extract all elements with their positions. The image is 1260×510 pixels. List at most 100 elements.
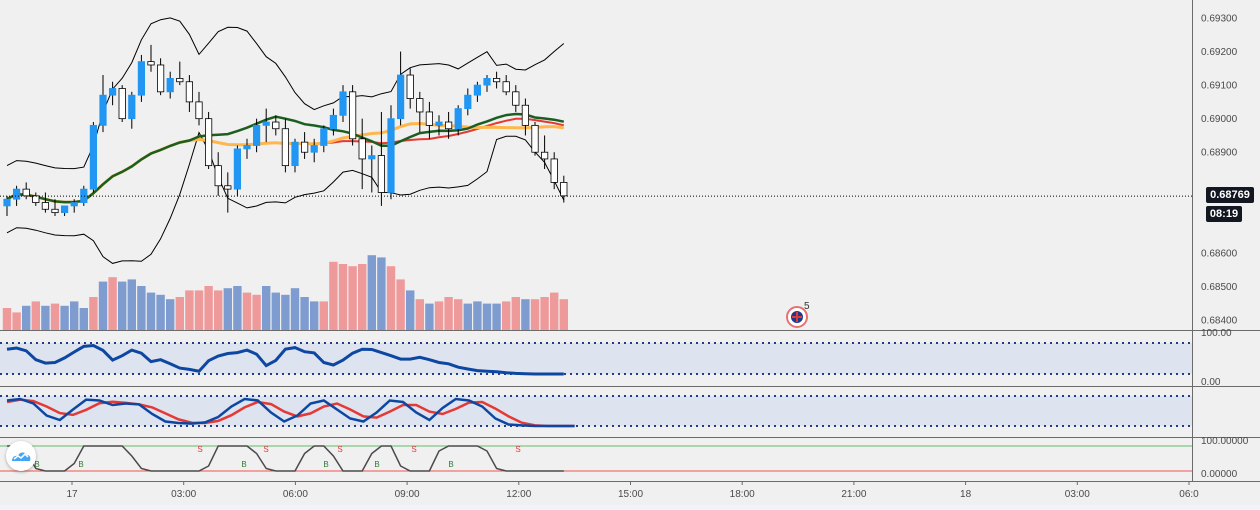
signal-marker: B bbox=[448, 460, 453, 469]
volume-bar bbox=[348, 266, 357, 330]
candle-body[interactable] bbox=[204, 118, 213, 167]
candle-body[interactable] bbox=[166, 78, 174, 93]
candle-body[interactable] bbox=[137, 61, 145, 96]
cloud-chart-icon bbox=[12, 452, 31, 461]
candle-body[interactable] bbox=[3, 198, 11, 207]
candle-body[interactable] bbox=[512, 91, 520, 106]
candle-body[interactable] bbox=[406, 74, 414, 99]
candle-body[interactable] bbox=[252, 124, 261, 146]
candle-body[interactable] bbox=[502, 81, 510, 93]
candle-body[interactable] bbox=[396, 74, 405, 120]
volume-bar bbox=[377, 257, 386, 330]
candle-body[interactable] bbox=[272, 121, 280, 130]
volume-bar bbox=[137, 286, 146, 330]
volume-bar bbox=[108, 277, 117, 330]
time-axis-label: 15:00 bbox=[618, 489, 643, 500]
candle-body[interactable] bbox=[531, 124, 539, 153]
signal-axis-label: 0.00000 bbox=[1201, 469, 1238, 480]
time-axis-label: 06:0 bbox=[1179, 489, 1199, 500]
candle-body[interactable] bbox=[70, 202, 78, 207]
candle-body[interactable] bbox=[89, 124, 97, 190]
volume-bar bbox=[252, 294, 261, 330]
candle-body[interactable] bbox=[454, 108, 462, 130]
signal-marker: B bbox=[34, 460, 39, 469]
candle-body[interactable] bbox=[300, 141, 309, 153]
stochastic-k-line bbox=[6, 397, 575, 428]
candle-body[interactable] bbox=[147, 61, 155, 66]
candle-body[interactable] bbox=[483, 78, 491, 86]
candle-body[interactable] bbox=[109, 88, 117, 96]
last-price-label: 0.68769 bbox=[1206, 187, 1254, 203]
candle-body[interactable] bbox=[473, 84, 482, 96]
volume-bar bbox=[22, 305, 31, 330]
time-axis-label: 18 bbox=[960, 489, 972, 500]
oscillator-line bbox=[6, 343, 564, 376]
candle-body[interactable] bbox=[541, 151, 549, 160]
candle-body[interactable] bbox=[291, 141, 299, 167]
candle-body[interactable] bbox=[464, 94, 472, 110]
candle-body[interactable] bbox=[32, 195, 40, 203]
osc-axis-label: 0.00 bbox=[1201, 377, 1221, 388]
volume-bar bbox=[367, 255, 376, 330]
volume-bar bbox=[550, 292, 559, 330]
economic-event-icon[interactable] bbox=[786, 306, 808, 328]
volume-bar bbox=[166, 299, 175, 330]
candle-body[interactable] bbox=[560, 182, 568, 197]
candle-body[interactable] bbox=[185, 81, 193, 103]
candle-body[interactable] bbox=[329, 114, 338, 130]
volume-bar bbox=[329, 261, 338, 330]
candle-body[interactable] bbox=[224, 185, 232, 190]
volume-bar bbox=[502, 301, 511, 330]
app-logo-icon[interactable] bbox=[6, 441, 36, 471]
candle-body[interactable] bbox=[22, 188, 30, 197]
candle-body[interactable] bbox=[492, 78, 501, 83]
candle-body[interactable] bbox=[128, 94, 136, 120]
price-axis-label: 0.68400 bbox=[1201, 316, 1238, 327]
candle-body[interactable] bbox=[358, 138, 366, 160]
volume-bar bbox=[290, 288, 300, 330]
candle-body[interactable] bbox=[416, 98, 424, 113]
candle-body[interactable] bbox=[195, 101, 203, 120]
candle-body[interactable] bbox=[435, 121, 443, 126]
price-axis-label: 0.69300 bbox=[1201, 14, 1238, 25]
volume-bar bbox=[79, 308, 88, 330]
candle-body[interactable] bbox=[521, 104, 530, 126]
candle-body[interactable] bbox=[339, 91, 347, 116]
candle-body[interactable] bbox=[99, 94, 107, 126]
volume-bar bbox=[242, 292, 252, 330]
volume-bar bbox=[185, 290, 194, 330]
candle-body[interactable] bbox=[41, 202, 50, 210]
signal-line bbox=[7, 445, 564, 472]
candle-body[interactable] bbox=[262, 121, 270, 126]
osc-axis-label: 100.00 bbox=[1201, 328, 1232, 339]
candle-body[interactable] bbox=[61, 205, 69, 214]
volume-bar bbox=[127, 279, 136, 330]
volume-bar bbox=[530, 299, 540, 330]
volume-bar bbox=[540, 297, 549, 330]
volume-bar bbox=[98, 281, 108, 330]
candle-body[interactable] bbox=[214, 165, 222, 187]
candle-body[interactable] bbox=[368, 155, 376, 160]
candle-body[interactable] bbox=[156, 64, 165, 93]
volume-bar bbox=[31, 301, 40, 330]
candle-body[interactable] bbox=[377, 155, 386, 193]
volume-bar bbox=[156, 294, 165, 330]
candle-body[interactable] bbox=[310, 145, 318, 153]
candle-body[interactable] bbox=[348, 91, 357, 140]
volume-bar bbox=[262, 286, 271, 330]
volume-bar bbox=[396, 279, 405, 330]
candle-body[interactable] bbox=[176, 78, 184, 83]
candle-body[interactable] bbox=[51, 208, 59, 214]
candle-body[interactable] bbox=[550, 158, 558, 183]
candle-body[interactable] bbox=[243, 145, 251, 150]
candle-body[interactable] bbox=[320, 128, 328, 146]
candle-body[interactable] bbox=[233, 148, 241, 190]
candle-body[interactable] bbox=[387, 118, 395, 193]
candle-body[interactable] bbox=[281, 128, 290, 167]
candle-body[interactable] bbox=[444, 121, 453, 130]
candle-body[interactable] bbox=[118, 88, 126, 120]
candle-body[interactable] bbox=[12, 188, 21, 200]
candle-body[interactable] bbox=[425, 111, 434, 126]
